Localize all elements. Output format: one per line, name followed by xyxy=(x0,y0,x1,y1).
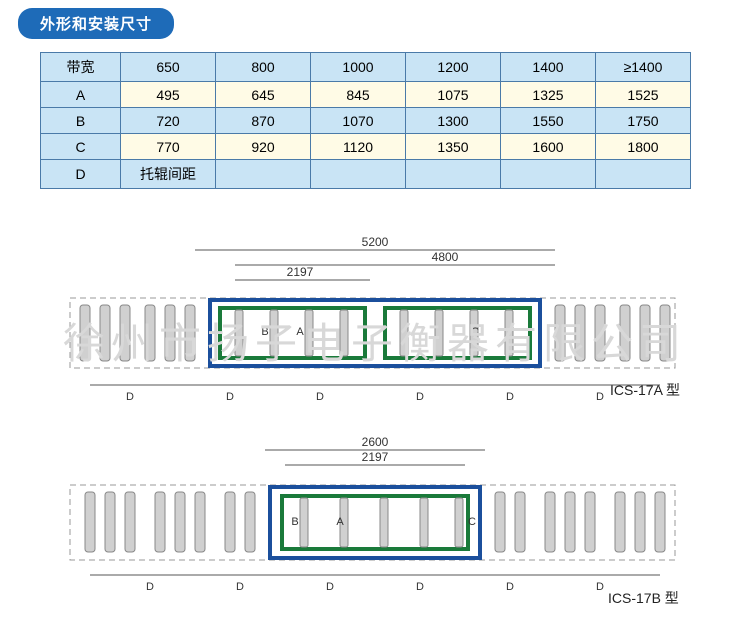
table-cell: 1325 xyxy=(501,82,596,108)
table-cell: 870 xyxy=(216,108,311,134)
svg-text:C: C xyxy=(468,516,476,528)
table-cell: 650 xyxy=(121,53,216,82)
diagram-area: 5200 4800 2197 xyxy=(0,230,750,630)
dim-4800: 4800 xyxy=(432,250,459,264)
svg-text:C: C xyxy=(471,326,479,338)
table-cell: A xyxy=(41,82,121,108)
svg-text:D: D xyxy=(226,391,234,403)
svg-text:D: D xyxy=(416,581,424,593)
dimension-table: 带宽650800100012001400≥1400A49564584510751… xyxy=(40,52,691,189)
table-cell xyxy=(406,160,501,189)
table-cell: 1400 xyxy=(501,53,596,82)
table-cell: D xyxy=(41,160,121,189)
table-cell xyxy=(501,160,596,189)
svg-text:D: D xyxy=(416,391,424,403)
table-cell: 645 xyxy=(216,82,311,108)
table-cell: 920 xyxy=(216,134,311,160)
table-cell xyxy=(216,160,311,189)
svg-text:D: D xyxy=(506,391,514,403)
table-cell: 845 xyxy=(311,82,406,108)
table-cell: 1120 xyxy=(311,134,406,160)
table-cell: 1600 xyxy=(501,134,596,160)
roller-group-left xyxy=(80,305,195,361)
svg-text:D: D xyxy=(316,391,324,403)
table-cell: 1800 xyxy=(596,134,691,160)
roller-group-right-b xyxy=(495,492,665,552)
section-title: 外形和安装尺寸 xyxy=(18,8,174,39)
table-cell: ≥1400 xyxy=(596,53,691,82)
table-cell xyxy=(311,160,406,189)
svg-text:D: D xyxy=(596,391,604,403)
svg-text:A: A xyxy=(336,516,344,528)
roller-group-left-b xyxy=(85,492,255,552)
label-ics-17b: ICS-17B 型 xyxy=(608,588,679,608)
table-cell: 托辊间距 xyxy=(121,160,216,189)
svg-text:D: D xyxy=(596,581,604,593)
table-cell: 495 xyxy=(121,82,216,108)
table-cell: 1075 xyxy=(406,82,501,108)
svg-text:B: B xyxy=(261,326,268,338)
label-ics-17a: ICS-17A 型 xyxy=(610,380,680,400)
svg-text:A: A xyxy=(296,326,304,338)
svg-text:D: D xyxy=(126,391,134,403)
table-cell: B xyxy=(41,108,121,134)
table-cell: 770 xyxy=(121,134,216,160)
svg-text:B: B xyxy=(291,516,298,528)
dim-2197: 2197 xyxy=(287,265,314,279)
table-cell: 1350 xyxy=(406,134,501,160)
svg-text:D: D xyxy=(146,581,154,593)
table-cell: 带宽 xyxy=(41,53,121,82)
table-cell: 720 xyxy=(121,108,216,134)
table-cell: 1300 xyxy=(406,108,501,134)
table-cell: 1000 xyxy=(311,53,406,82)
table-cell xyxy=(596,160,691,189)
table-cell: C xyxy=(41,134,121,160)
table-cell: 1525 xyxy=(596,82,691,108)
svg-text:D: D xyxy=(236,581,244,593)
table-cell: 1070 xyxy=(311,108,406,134)
table-cell: 1200 xyxy=(406,53,501,82)
dim-2600: 2600 xyxy=(362,435,389,449)
svg-text:D: D xyxy=(506,581,514,593)
table-cell: 1750 xyxy=(596,108,691,134)
svg-text:D: D xyxy=(326,581,334,593)
roller-group-right xyxy=(555,305,670,361)
dim-2197: 2197 xyxy=(362,450,389,464)
table-cell: 1550 xyxy=(501,108,596,134)
table-cell: 800 xyxy=(216,53,311,82)
roller-group-center-b xyxy=(300,498,463,547)
dim-5200: 5200 xyxy=(362,235,389,249)
